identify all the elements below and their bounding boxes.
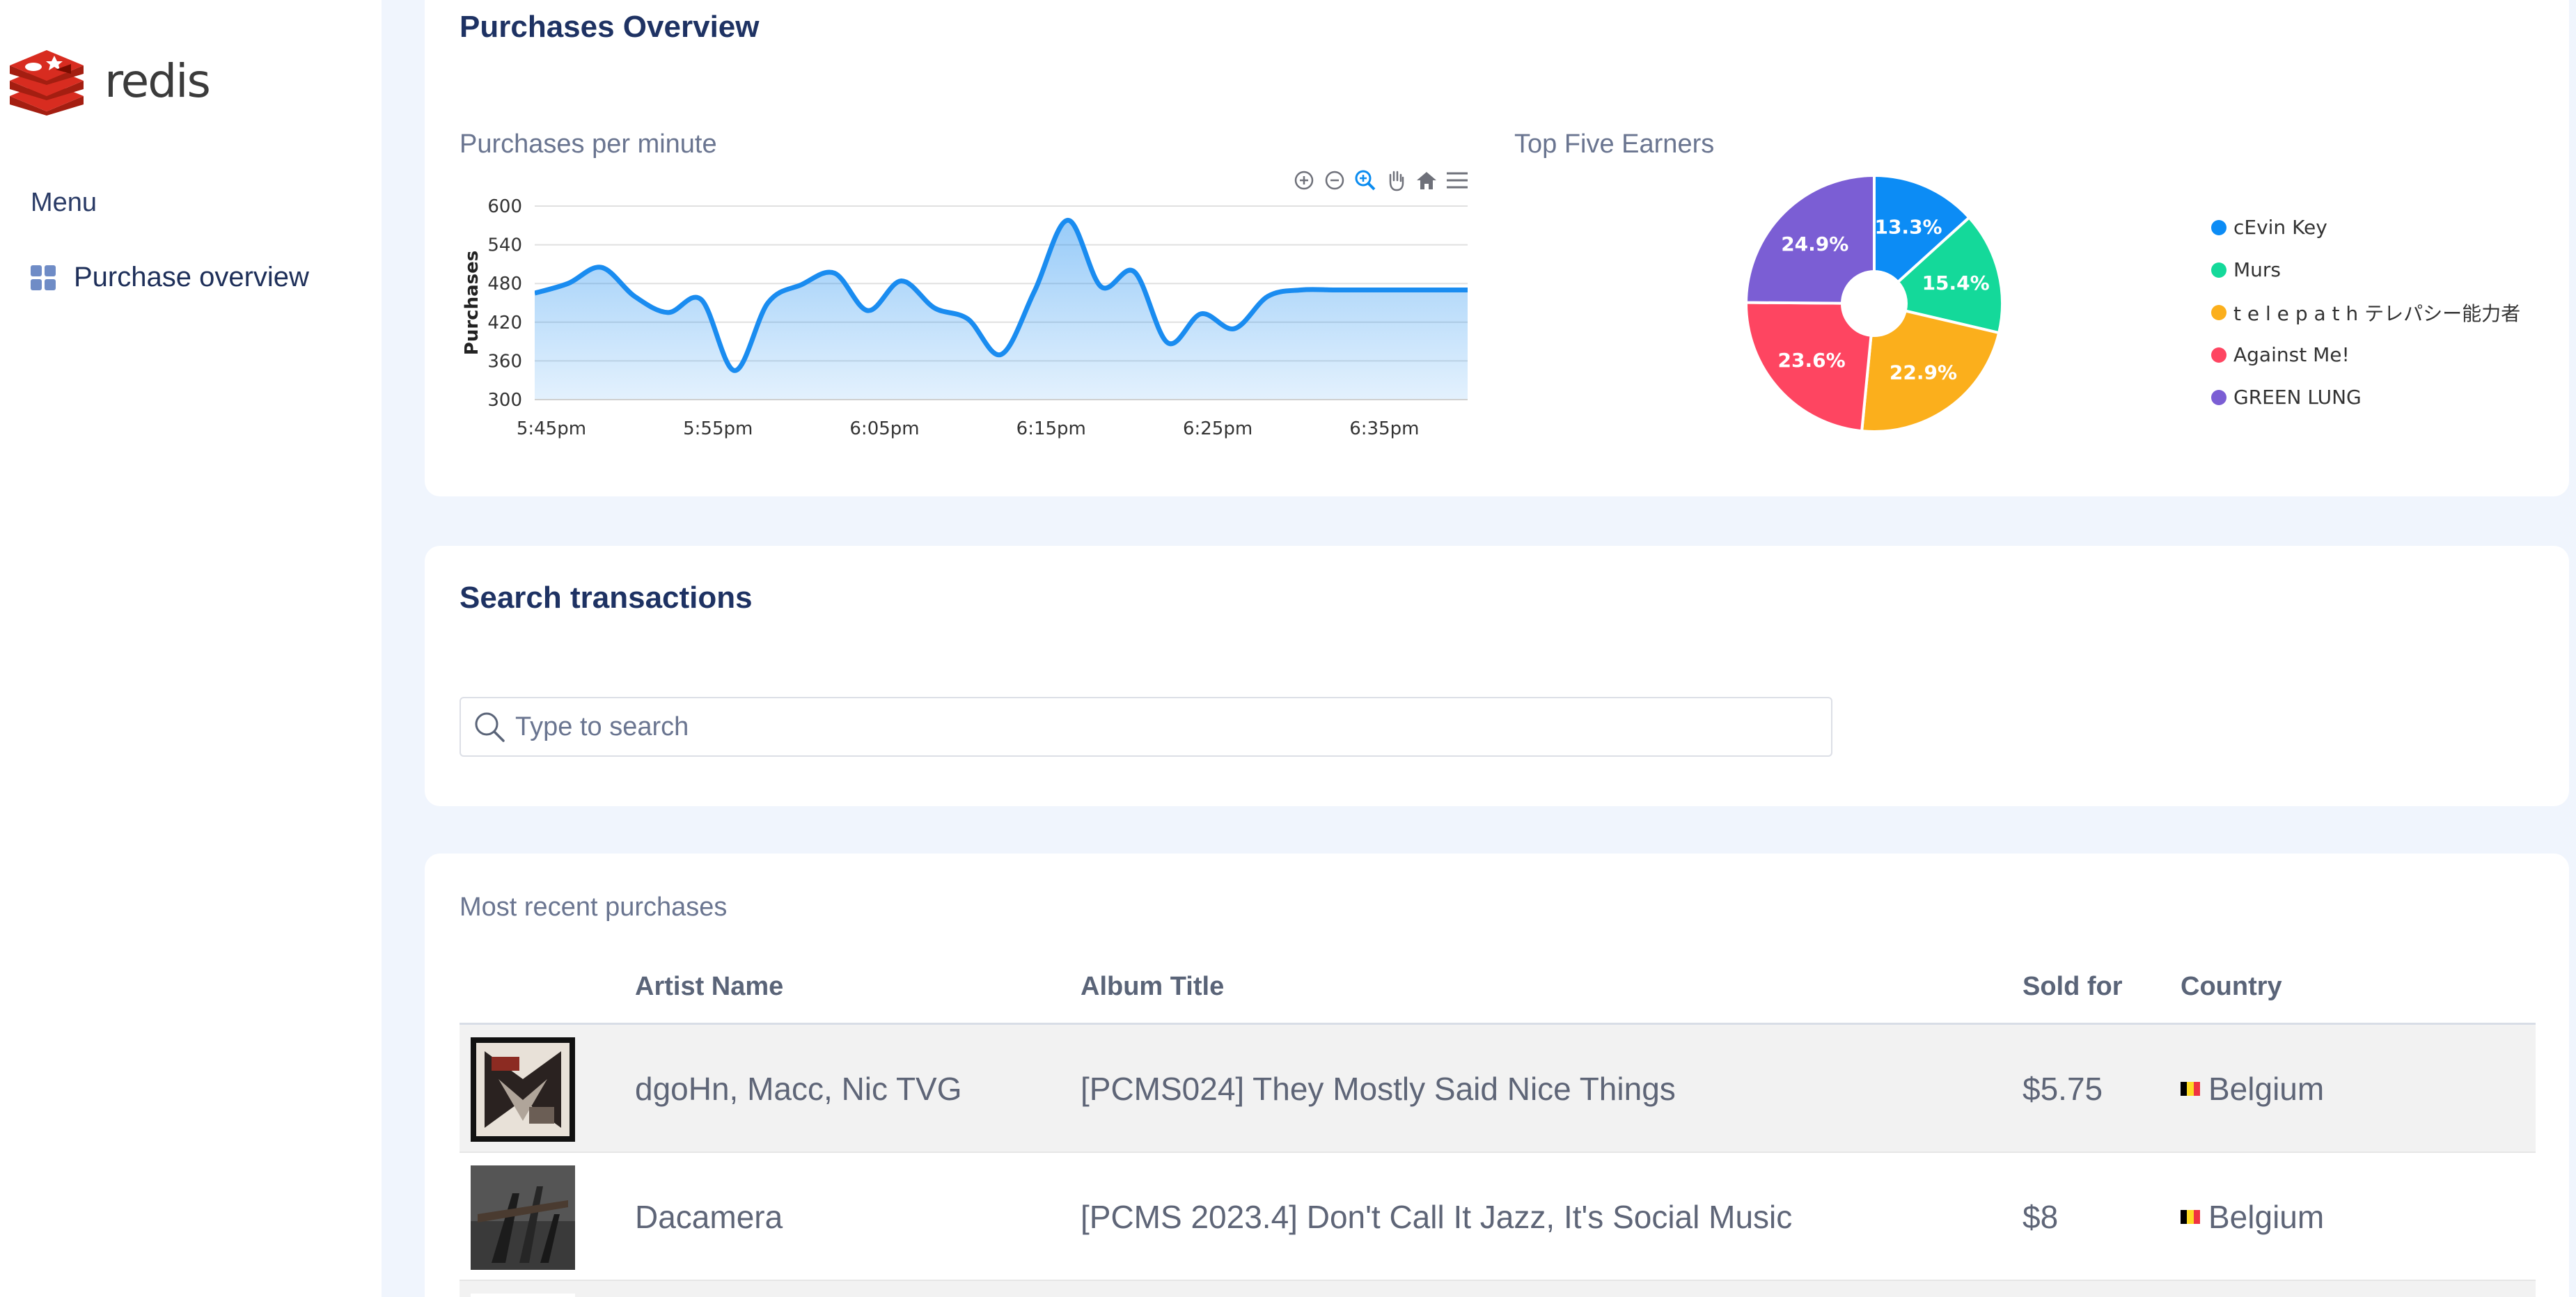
sidebar-item-purchase-overview[interactable]: Purchase overview bbox=[31, 262, 309, 293]
menu-title: Menu bbox=[31, 188, 97, 217]
x-tick-label: 6:25pm bbox=[1183, 418, 1252, 439]
search-input[interactable] bbox=[515, 712, 1831, 742]
pie-slice bbox=[1860, 309, 2001, 433]
pie-data-label: 24.9% bbox=[1781, 233, 1848, 256]
album-cover-image bbox=[471, 1037, 575, 1142]
pie-slice bbox=[1744, 173, 1876, 305]
y-tick-label: 300 bbox=[487, 390, 522, 411]
country: Belgium bbox=[2181, 1153, 2324, 1281]
y-tick-label: 540 bbox=[487, 235, 522, 256]
x-tick-label: 5:45pm bbox=[517, 418, 586, 439]
search-box bbox=[460, 697, 1832, 757]
table-row[interactable] bbox=[460, 1281, 2536, 1297]
table-title: Most recent purchases bbox=[460, 893, 728, 922]
y-tick-label: 360 bbox=[487, 351, 522, 372]
pie-slice bbox=[1745, 301, 1873, 433]
zoom-in-icon[interactable] bbox=[1292, 168, 1316, 192]
pie-slice bbox=[1873, 173, 1972, 284]
y-tick-label: 420 bbox=[487, 313, 522, 333]
grid-icon bbox=[31, 265, 56, 290]
country: Belgium bbox=[2181, 1025, 2324, 1153]
series-line bbox=[535, 217, 1468, 373]
belgium-flag-icon bbox=[2181, 1210, 2200, 1224]
table-header: Artist Name Album Title Sold for Country bbox=[460, 951, 2536, 1025]
legend-item[interactable]: GREEN LUNG bbox=[2211, 376, 2520, 418]
legend-marker bbox=[2211, 262, 2226, 278]
album-cover-image bbox=[471, 1294, 575, 1297]
pie-data-label: 23.6% bbox=[1777, 349, 1845, 372]
x-tick-label: 6:15pm bbox=[1016, 418, 1086, 439]
x-tick-label: 6:35pm bbox=[1349, 418, 1419, 439]
country-name: Belgium bbox=[2208, 1199, 2325, 1235]
column-header-album[interactable]: Album Title bbox=[1081, 972, 1225, 1001]
search-title: Search transactions bbox=[460, 581, 753, 615]
chart-toolbar bbox=[1292, 168, 1469, 192]
logo-text: redis bbox=[104, 54, 211, 108]
overview-title: Purchases Overview bbox=[460, 10, 760, 44]
legend-marker bbox=[2211, 219, 2226, 235]
overview-card bbox=[425, 0, 2569, 496]
zoom-select-icon[interactable] bbox=[1353, 168, 1377, 192]
sidebar-item-label: Purchase overview bbox=[74, 262, 309, 292]
redis-logo[interactable]: redis bbox=[7, 46, 211, 116]
album-cover-image bbox=[471, 1165, 575, 1270]
pie-data-label: 15.4% bbox=[1922, 272, 1990, 294]
belgium-flag-icon bbox=[2181, 1082, 2200, 1096]
search-icon bbox=[475, 712, 505, 742]
purchases-line-chart: 600 540 480 420 360 300 5:45pm 5:55pm 6:05pm 6:15… bbox=[462, 196, 1468, 439]
sold-for: $5.75 bbox=[2023, 1071, 2103, 1107]
column-header-artist[interactable]: Artist Name bbox=[635, 972, 784, 1001]
legend-item[interactable]: Against Me! bbox=[2211, 333, 2520, 376]
legend-label: Against Me! bbox=[2233, 343, 2350, 366]
search-card bbox=[425, 546, 2569, 806]
x-tick-label: 6:05pm bbox=[849, 418, 919, 439]
purchases-table: Artist Name Album Title Sold for Country… bbox=[460, 951, 2536, 1297]
legend-item[interactable]: Murs bbox=[2211, 249, 2520, 291]
series-area bbox=[535, 220, 1468, 400]
table-row[interactable]: Dacamera [PCMS 2023.4] Don't Call It Jaz… bbox=[460, 1153, 2536, 1281]
plot-area bbox=[535, 217, 1468, 400]
sold-for: $8 bbox=[2023, 1199, 2059, 1235]
sidebar: redis Menu Purchase overview bbox=[0, 0, 382, 1297]
pie-legend: cEvin Key Murs t e l e p a t h テレパシー能力者 Aga… bbox=[2211, 206, 2520, 418]
y-tick-label: 600 bbox=[487, 196, 522, 217]
redis-cube-icon bbox=[10, 50, 84, 116]
legend-marker bbox=[2211, 304, 2226, 320]
legend-item[interactable]: cEvin Key bbox=[2211, 206, 2520, 249]
zoom-out-icon[interactable] bbox=[1323, 168, 1346, 192]
legend-item[interactable]: t e l e p a t h テレパシー能力者 bbox=[2211, 291, 2520, 333]
pie-data-label: 13.3% bbox=[1874, 215, 1942, 238]
pan-hand-icon[interactable] bbox=[1384, 168, 1408, 192]
table-row[interactable]: dgoHn, Macc, Nic TVG [PCMS024] They Most… bbox=[460, 1025, 2536, 1153]
y-axis-label: Purchases bbox=[462, 251, 482, 355]
pie-slice bbox=[1896, 215, 2004, 335]
y-tick-label: 480 bbox=[487, 274, 522, 294]
country-name: Belgium bbox=[2208, 1071, 2325, 1107]
legend-marker bbox=[2211, 389, 2226, 405]
pie-chart-title: Top Five Earners bbox=[1514, 129, 1715, 159]
line-chart-title: Purchases per minute bbox=[460, 129, 717, 159]
legend-label: GREEN LUNG bbox=[2233, 386, 2362, 409]
column-header-sold-for[interactable]: Sold for bbox=[2023, 972, 2123, 1001]
top-earners-pie-chart: 13.3% 15.4% 22.9% 23.6% 24.9% bbox=[1744, 173, 2004, 433]
legend-label: cEvin Key bbox=[2233, 216, 2327, 239]
pie-data-label: 22.9% bbox=[1890, 361, 1957, 384]
album-title: [PCMS 2023.4] Don't Call It Jazz, It's S… bbox=[1081, 1199, 1793, 1235]
legend-marker bbox=[2211, 347, 2226, 363]
album-title: [PCMS024] They Mostly Said Nice Things bbox=[1081, 1071, 1676, 1107]
legend-label: Murs bbox=[2233, 258, 2282, 281]
column-header-country[interactable]: Country bbox=[2181, 972, 2282, 1001]
artist-name: Dacamera bbox=[635, 1199, 783, 1235]
home-icon[interactable] bbox=[1415, 168, 1438, 192]
x-tick-label: 5:55pm bbox=[683, 418, 753, 439]
menu-icon[interactable] bbox=[1445, 168, 1469, 192]
legend-label: t e l e p a t h テレパシー能力者 bbox=[2233, 301, 2521, 325]
artist-name: dgoHn, Macc, Nic TVG bbox=[635, 1071, 962, 1107]
